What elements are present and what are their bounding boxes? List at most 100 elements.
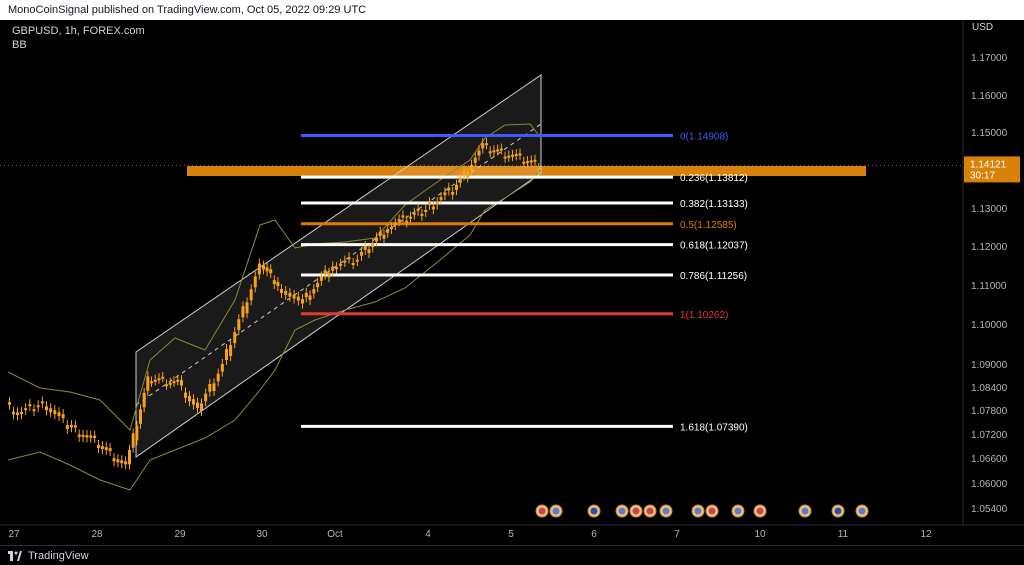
candle-body xyxy=(184,392,187,398)
candle-body xyxy=(316,282,320,288)
candle-body xyxy=(393,223,397,226)
candle-body xyxy=(304,292,308,298)
candle-body xyxy=(28,404,32,407)
highlight-zone xyxy=(187,166,866,176)
x-tick-label: 28 xyxy=(91,529,103,540)
candle-body xyxy=(269,269,273,274)
candle-body xyxy=(409,216,412,219)
candle-body xyxy=(466,172,470,178)
candle-body xyxy=(157,378,161,381)
flag-uk-icon-inner xyxy=(756,507,764,515)
candle-body xyxy=(131,433,135,448)
candle-body xyxy=(146,376,150,391)
candle-body xyxy=(296,296,300,301)
candle-body xyxy=(49,408,53,413)
candle-body xyxy=(70,425,73,428)
candle-body xyxy=(412,212,416,215)
candle-body xyxy=(12,411,15,415)
candle-body xyxy=(61,414,65,419)
candle-body xyxy=(188,395,191,402)
candle-body xyxy=(57,412,61,417)
candle-body xyxy=(280,289,283,293)
candle-body xyxy=(172,381,176,384)
candle-body xyxy=(339,263,343,266)
regression-channel xyxy=(135,74,542,458)
x-tick-label: 11 xyxy=(838,529,849,540)
candle-body xyxy=(112,458,116,462)
candle-body xyxy=(496,149,500,152)
currency-label: USD xyxy=(972,22,994,33)
candle-body xyxy=(249,289,253,301)
candle-body xyxy=(176,379,180,382)
candle-body xyxy=(420,213,424,216)
candle-body xyxy=(443,192,447,196)
candle-body xyxy=(257,263,261,275)
candle-body xyxy=(262,265,265,270)
candle-body xyxy=(503,156,507,159)
candle-body xyxy=(100,446,104,450)
flag-us-icon-inner xyxy=(662,507,670,515)
candle-body xyxy=(319,276,323,281)
x-tick-label: 5 xyxy=(508,529,514,540)
candle-body xyxy=(225,349,228,360)
candle-body xyxy=(378,231,382,236)
x-tick-label: 6 xyxy=(591,529,597,540)
y-tick-label: 1.13000 xyxy=(971,204,1008,215)
candle-body xyxy=(89,435,93,438)
chart-area[interactable]: 1.17000 1.16000 1.15000 1.13000 1.12000 1.110… xyxy=(0,20,1024,545)
y-tick-label: 1.08400 xyxy=(971,383,1008,394)
candle-body xyxy=(347,257,351,260)
candle-body xyxy=(533,159,537,162)
x-tick-label: 30 xyxy=(256,529,268,540)
candle-body xyxy=(424,210,428,212)
symbol-legend: GBPUSD, 1h, FOREX.com BB xyxy=(12,24,145,52)
fib-level-label: 1.618(1.07390) xyxy=(680,422,748,433)
symbol-title: GBPUSD, 1h, FOREX.com xyxy=(12,25,145,37)
candle-body xyxy=(526,161,529,164)
candle-body xyxy=(32,409,36,412)
countdown-value: 30:17 xyxy=(970,170,995,181)
candle-body xyxy=(327,272,331,278)
bollinger-upper xyxy=(7,123,542,431)
candle-body xyxy=(204,393,208,402)
flag-us-icon-inner xyxy=(552,507,560,515)
x-tick-label: 10 xyxy=(754,529,766,540)
channel-midline xyxy=(135,123,542,406)
current-price-value: 1.14121 xyxy=(970,159,1007,170)
candle-body xyxy=(229,345,233,357)
candle-body xyxy=(200,403,203,411)
flag-uk-icon-inner xyxy=(538,507,546,515)
x-tick-label: 29 xyxy=(174,529,186,540)
candle-body xyxy=(237,319,241,331)
candle-body xyxy=(8,402,11,405)
candle-body xyxy=(245,302,249,314)
candle-body xyxy=(499,148,503,151)
fib-level-label: 0.618(1.12037) xyxy=(680,241,748,252)
candle-body xyxy=(45,406,48,411)
candle-body xyxy=(208,384,212,392)
y-tick-label: 1.06600 xyxy=(971,454,1008,465)
candle-body xyxy=(371,243,375,248)
price-chart[interactable]: 1.17000 1.16000 1.15000 1.13000 1.12000 1.110… xyxy=(0,20,1024,545)
candle-body xyxy=(241,306,245,318)
fib-level-label: 0.5(1.12585) xyxy=(680,220,737,231)
y-tick-label: 1.05400 xyxy=(971,504,1008,515)
candle-body xyxy=(473,157,477,163)
publish-text: MonoCoinSignal published on TradingView.… xyxy=(8,4,367,16)
candle-body xyxy=(292,294,296,299)
candle-body xyxy=(308,295,312,300)
candle-body xyxy=(481,143,485,149)
x-tick-label: Oct xyxy=(327,529,343,540)
candle-body xyxy=(485,143,488,146)
flag-us-icon-inner xyxy=(694,507,702,515)
x-tick-label: 27 xyxy=(8,529,20,540)
candle-body xyxy=(124,461,128,465)
candle-body xyxy=(537,168,541,171)
candle-body xyxy=(367,249,371,254)
candle-body xyxy=(97,445,100,449)
candle-body xyxy=(40,401,44,404)
y-tick-label: 1.17000 xyxy=(971,53,1008,64)
y-tick-label: 1.06000 xyxy=(971,479,1008,490)
candle-body xyxy=(65,425,69,429)
candle-body xyxy=(390,227,393,230)
